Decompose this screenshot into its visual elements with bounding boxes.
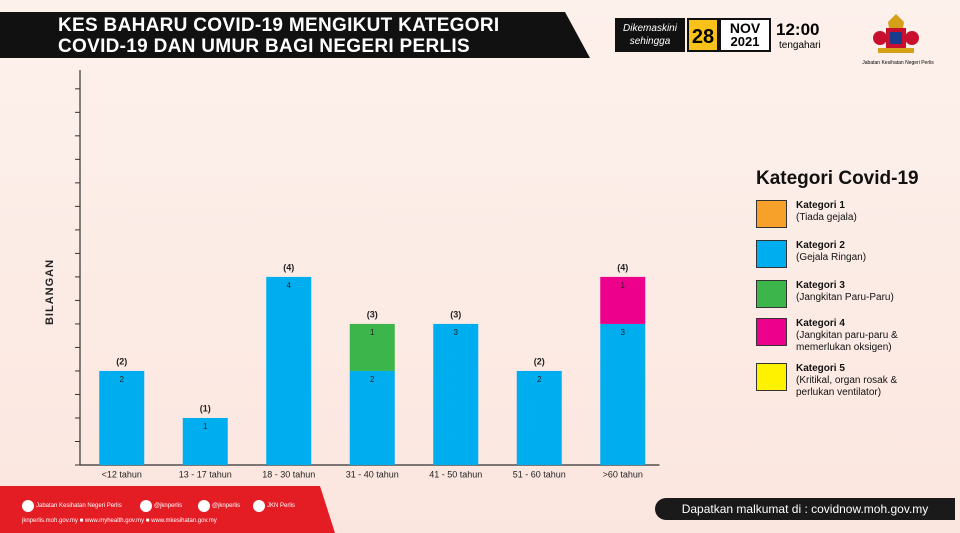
bar-segment	[182, 417, 228, 465]
total-label: (3)	[450, 309, 461, 319]
x-tick-label: >60 tahun	[603, 469, 643, 479]
info-banner: Dapatkan malkumat di : covidnow.moh.gov.…	[655, 498, 955, 520]
x-tick-label: 41 - 50 tahun	[429, 469, 482, 479]
social-facebook: Jabatan Kesihatan Negeri Perlis	[22, 500, 122, 512]
legend-description: (Kritikal, organ rosak & perlukan ventil…	[796, 375, 898, 398]
legend-swatch	[756, 200, 787, 228]
total-label: (3)	[367, 309, 378, 319]
bar-segment	[349, 370, 395, 465]
legend-description: (Jangkitan paru-paru & memerlukan oksige…	[796, 330, 898, 353]
total-label: (4)	[617, 262, 628, 272]
title-line: KES BAHARU COVID-19 MENGIKUT KATEGORI	[58, 15, 500, 36]
social-twitter: @jknperlis	[140, 500, 182, 512]
title-line: COVID-19 DAN UMUR BAGI NEGERI PERLIS	[58, 36, 470, 57]
time-note: tengahari	[779, 40, 821, 51]
bar-segment	[349, 323, 395, 371]
date-month-year: NOV 2021	[719, 18, 771, 52]
footer-band	[0, 486, 335, 533]
website: www.mkesihatan.gov.my	[151, 518, 217, 524]
legend-title: Kategori Covid-19	[756, 168, 919, 189]
updated-line: Dikemaskini	[623, 23, 677, 34]
segment-label: 1	[203, 422, 208, 431]
x-tick-label: 18 - 30 tahun	[262, 469, 315, 479]
segment-label: 2	[120, 375, 125, 384]
social-text: JKN Perlis	[267, 503, 296, 509]
legend-description: (Jangkitan Paru-Paru)	[796, 292, 894, 303]
x-tick-label: <12 tahun	[102, 469, 142, 479]
total-label: (4)	[283, 262, 294, 272]
segment-label: 1	[370, 328, 375, 337]
date-day: 28	[687, 18, 719, 52]
x-tick-label: 31 - 40 tahun	[346, 469, 399, 479]
segment-label: 2	[537, 375, 542, 384]
title-banner: KES BAHARU COVID-19 MENGIKUT KATEGORI CO…	[0, 12, 590, 58]
x-tick-label: 13 - 17 tahun	[179, 469, 232, 479]
bar-segment	[266, 276, 312, 465]
agency-name: Jabatan Kesihatan Negeri Perlis	[862, 60, 934, 66]
websites: jknperlis.moh.gov.my ■ www.myhealth.gov.…	[22, 518, 217, 524]
total-label: (1)	[200, 403, 211, 413]
total-label: (2)	[534, 356, 545, 366]
y-axis-label: BILANGAN	[44, 259, 56, 325]
website: www.myhealth.gov.my	[84, 518, 145, 524]
bar-segment	[600, 323, 646, 465]
legend-swatch	[756, 280, 787, 308]
updated-label: Dikemaskini sehingga	[615, 18, 685, 52]
segment-label: 3	[454, 328, 459, 337]
legend-text: Kategori 3 (Jangkitan Paru-Paru)	[796, 280, 936, 304]
time: 12:00	[776, 20, 820, 39]
x-tick-label: 51 - 60 tahun	[513, 469, 566, 479]
legend-name: Kategori 5	[796, 363, 845, 374]
legend-swatch	[756, 318, 787, 346]
legend-text: Kategori 4 (Jangkitan paru-paru & memerlu…	[796, 318, 936, 354]
legend-name: Kategori 1	[796, 200, 845, 211]
legend-name: Kategori 4	[796, 318, 845, 329]
legend-text: Kategori 5 (Kritikal, organ rosak & perlu…	[796, 363, 936, 399]
segment-label: 2	[370, 375, 375, 384]
bar-segment	[600, 276, 646, 324]
segment-label: 3	[621, 328, 626, 337]
social-instagram: @jknperlis	[198, 500, 240, 512]
bar-segment	[99, 370, 145, 465]
legend-swatch	[756, 240, 787, 268]
social-text: @jknperlis	[154, 503, 183, 509]
updated-line: sehingga	[629, 36, 671, 47]
legend-name: Kategori 3	[796, 280, 845, 291]
total-label: (2)	[116, 356, 127, 366]
legend-description: (Gejala Ringan)	[796, 252, 867, 263]
date-month: NOV	[729, 20, 761, 36]
legend-name: Kategori 2	[796, 240, 845, 251]
date-year: 2021	[730, 34, 760, 49]
social-text: Jabatan Kesihatan Negeri Perlis	[36, 503, 122, 509]
website: jknperlis.moh.gov.my	[22, 518, 78, 524]
bar-segment	[516, 370, 562, 465]
legend-swatch	[756, 363, 787, 391]
crest-logo	[873, 14, 919, 53]
legend-text: Kategori 1 (Tiada gejala)	[796, 200, 936, 224]
legend-text: Kategori 2 (Gejala Ringan)	[796, 240, 936, 264]
social-youtube: JKN Perlis	[253, 500, 295, 512]
segment-label: 4	[287, 281, 292, 290]
social-text: @jknperlis	[212, 503, 241, 509]
segment-label: 1	[621, 281, 626, 290]
legend-description: (Tiada gejala)	[796, 212, 857, 223]
bar-segment	[433, 323, 479, 465]
